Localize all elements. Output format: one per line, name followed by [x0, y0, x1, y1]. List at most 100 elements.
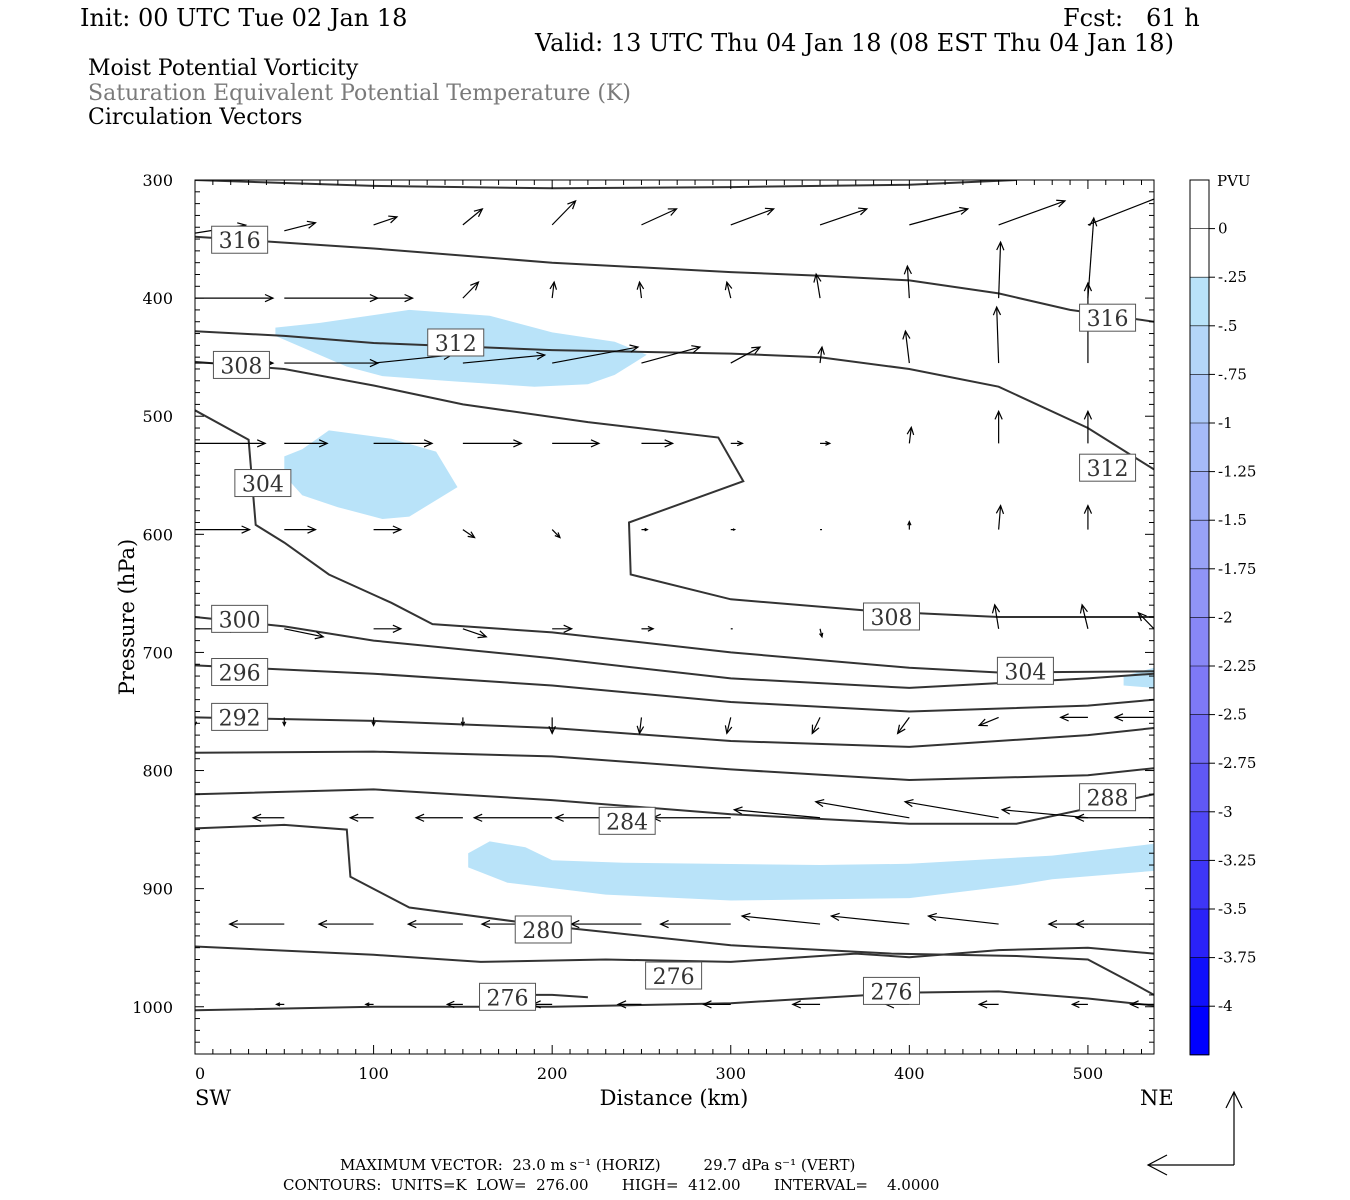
contour-label-box	[598, 806, 656, 835]
vector-head	[406, 919, 417, 929]
contour-label: 316	[1079, 303, 1137, 332]
title-theta-es: Saturation Equivalent Potential Temperat…	[88, 81, 631, 106]
contour-label-text: 276	[653, 965, 695, 990]
y-tick-label: 500	[142, 407, 173, 426]
max-vector-info: MAXIMUM VECTOR: 23.0 m s⁻¹ (HORIZ) 29.7 …	[340, 1156, 856, 1174]
vector-head	[616, 1000, 627, 1009]
vector-head	[926, 912, 937, 922]
vector-shaft	[978, 716, 999, 726]
colorbar-label: -.75	[1218, 365, 1247, 383]
vector-shaft	[928, 915, 999, 925]
vector-head	[1083, 409, 1093, 420]
colorbar-swatch	[1190, 568, 1209, 618]
circulation-vector	[819, 628, 824, 639]
contour-label-text: 316	[219, 229, 261, 254]
vector-shaft	[819, 208, 868, 226]
circulation-vector	[371, 717, 376, 727]
circulation-vector	[1087, 198, 1154, 226]
vector-head	[647, 625, 655, 632]
contour-line-312	[195, 330, 1154, 471]
circulation-vector	[817, 345, 825, 364]
contour-label-text: 276	[487, 986, 529, 1011]
contour-line-304	[195, 409, 1154, 674]
vector-shaft	[462, 354, 545, 364]
vector-head	[858, 207, 869, 216]
colorbar-swatch	[1190, 763, 1209, 813]
vector-shaft	[996, 307, 1000, 364]
circulation-vector	[926, 912, 999, 925]
vector-shaft	[373, 216, 398, 226]
contour-label: 276	[645, 961, 703, 990]
circulation-vector	[977, 716, 999, 727]
circulation-vector	[1129, 1000, 1154, 1009]
colorbar-label: -2.25	[1218, 657, 1256, 675]
colorbar-swatch	[1190, 520, 1209, 570]
contour-label-box	[1079, 783, 1137, 812]
x-axis-title: Distance (km)	[600, 1086, 749, 1110]
vector-head	[306, 220, 317, 229]
vector-shaft	[831, 915, 910, 925]
vector-head	[977, 1000, 988, 1009]
circulation-vector	[907, 520, 912, 530]
vector-shaft	[1002, 809, 1088, 819]
colorbar-swatch	[1190, 325, 1209, 375]
vector-head	[811, 724, 820, 735]
vector-head	[1056, 199, 1067, 208]
vector-head	[636, 725, 645, 735]
contour-label-text: 312	[1087, 457, 1129, 482]
pv-region	[468, 841, 1154, 901]
vector-shaft	[994, 604, 1000, 629]
circulation-vector	[549, 280, 558, 299]
vector-head	[467, 531, 476, 539]
axis-ticks	[194, 179, 1154, 1055]
colorbar-swatch	[1190, 471, 1209, 521]
circulation-vector	[724, 717, 733, 735]
vector-head	[392, 624, 403, 633]
contour-line-276	[195, 990, 1154, 1012]
vector-head	[636, 280, 645, 290]
vector-head	[664, 439, 675, 448]
y-tick-label: 600	[142, 525, 173, 544]
circulation-vector	[1137, 611, 1154, 630]
vector-head	[477, 630, 488, 639]
circulation-vector	[552, 344, 640, 364]
circulation-vector	[228, 919, 285, 929]
vector-shaft	[815, 274, 821, 299]
colorbar-label: -2.75	[1218, 754, 1256, 772]
circulation-vector	[636, 717, 645, 735]
circulation-vector	[373, 293, 415, 303]
vector-head	[388, 215, 399, 224]
title-mpv: Moist Potential Vorticity	[88, 56, 359, 81]
colorbar-label: -2.5	[1218, 706, 1247, 724]
contour-label-text: 288	[1087, 787, 1129, 812]
vector-head	[1079, 603, 1088, 614]
vector-shaft	[909, 208, 968, 226]
vector-head	[813, 272, 822, 283]
contour-label: 276	[862, 976, 920, 1005]
vector-head	[364, 1002, 370, 1007]
circulation-vector	[1083, 504, 1093, 530]
contour-label-box	[211, 658, 269, 687]
circulation-vector	[373, 215, 399, 226]
circulation-vector	[284, 628, 325, 640]
vector-head	[1074, 813, 1085, 822]
vector-shaft	[1081, 604, 1089, 629]
colorbar-label: -1.5	[1218, 511, 1247, 529]
circulation-vector	[462, 439, 523, 448]
circulation-vector	[551, 529, 561, 539]
circulation-vector	[992, 305, 1002, 364]
circulation-vector	[364, 1002, 374, 1007]
vector-head	[590, 439, 601, 448]
circulation-vector	[284, 220, 317, 232]
contour-label-text: 316	[1087, 307, 1129, 332]
vector-head	[902, 329, 911, 340]
contour-label: 288	[1079, 783, 1137, 812]
contours-info: CONTOURS: UNITS=K LOW= 276.00 HIGH= 412.…	[283, 1176, 940, 1194]
circulation-vector	[1113, 713, 1154, 722]
vector-shaft	[734, 809, 821, 819]
colorbar-swatch	[1190, 957, 1209, 1007]
circulation-vector	[1083, 409, 1093, 444]
circulation-vector	[1074, 919, 1154, 929]
circulation-vector	[1059, 713, 1088, 722]
contour-label: 296	[211, 658, 269, 687]
